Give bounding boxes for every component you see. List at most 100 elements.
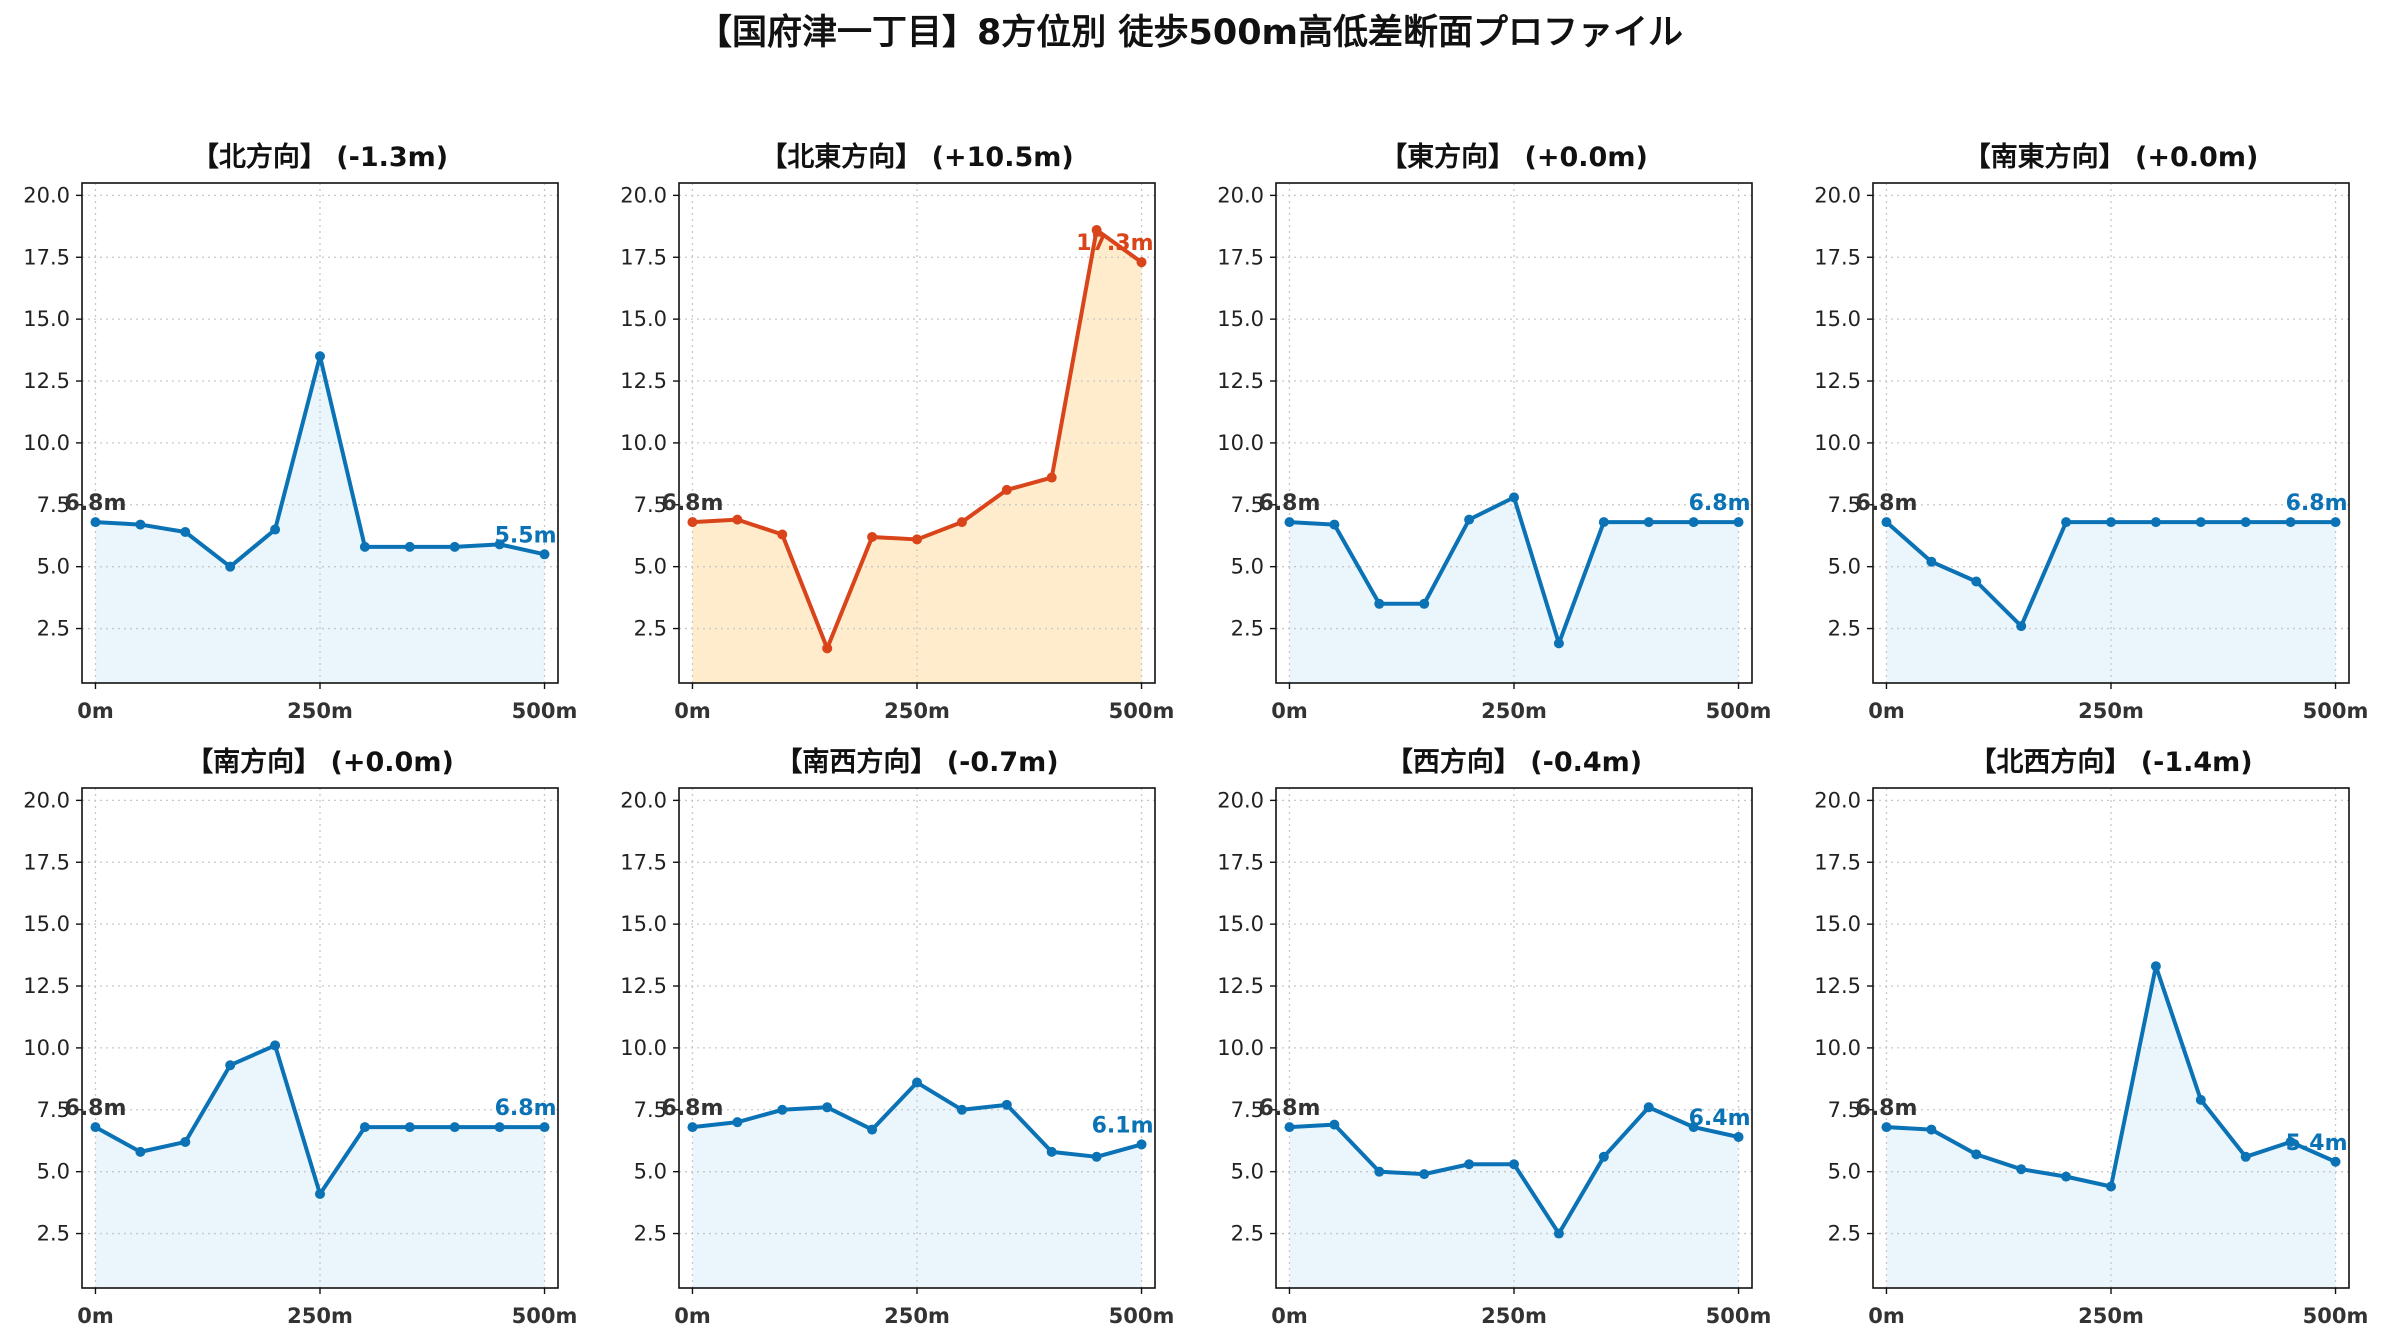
end-elevation-label: 6.8m (1689, 491, 1751, 516)
data-point (822, 1102, 833, 1113)
data-point (225, 561, 236, 572)
data-point (2330, 517, 2341, 528)
data-point (2195, 1094, 2206, 1105)
y-tick-label: 5.0 (1828, 1160, 1861, 1184)
y-tick-label: 12.5 (1814, 974, 1861, 998)
profile-area (1289, 497, 1739, 683)
data-point (1284, 517, 1295, 528)
panel-title: 【北東方向】 (+10.5m) (760, 141, 1073, 173)
x-tick-label: 0m (1271, 699, 1308, 723)
data-point (494, 1122, 505, 1133)
data-point (359, 1122, 370, 1133)
x-tick-label: 500m (2303, 1304, 2369, 1328)
y-tick-label: 20.0 (1217, 183, 1264, 207)
x-tick-label: 500m (1109, 1304, 1175, 1328)
data-point (2285, 1136, 2296, 1147)
y-tick-label: 15.0 (1814, 912, 1861, 936)
x-tick-label: 0m (1868, 1304, 1905, 1328)
panel-title: 【東方向】 (+0.0m) (1380, 141, 1648, 173)
panel-grid: 【北方向】 (-1.3m) 2.5 5.0 7.5 10.0 12.5 15.0 17.5 20… (23, 141, 2368, 1328)
data-point (1001, 1099, 1012, 1110)
y-tick-label: 17.5 (620, 850, 667, 874)
chart-panel-1: 【北方向】 (-1.3m) 2.5 5.0 7.5 10.0 12.5 15.0 17.5 20… (23, 141, 577, 723)
x-tick-label: 0m (77, 1304, 114, 1328)
y-tick-label: 10.0 (23, 431, 70, 455)
data-point (449, 541, 460, 552)
y-tick-label: 20.0 (1217, 788, 1264, 812)
data-point (539, 1122, 550, 1133)
chart-panel-2: 【北東方向】 (+10.5m) 2.5 5.0 7.5 10.0 12.5 15.0 17.5… (620, 141, 1174, 723)
y-tick-label: 7.5 (1828, 493, 1861, 517)
x-tick-label: 250m (1481, 1304, 1547, 1328)
data-point (135, 1146, 146, 1157)
y-tick-label: 2.5 (37, 617, 70, 641)
y-tick-label: 5.0 (1828, 555, 1861, 579)
x-tick-label: 0m (674, 1304, 711, 1328)
data-point (1329, 519, 1340, 530)
y-tick-label: 20.0 (23, 788, 70, 812)
data-point (822, 643, 833, 654)
data-point (777, 529, 788, 540)
x-tick-label: 0m (674, 699, 711, 723)
data-point (1136, 257, 1147, 268)
y-tick-label: 17.5 (1814, 245, 1861, 269)
panel-title: 【南西方向】 (-0.7m) (775, 746, 1058, 778)
data-point (1881, 517, 1892, 528)
x-tick-label: 250m (2078, 1304, 2144, 1328)
x-tick-label: 500m (1706, 699, 1772, 723)
y-tick-label: 2.5 (1231, 1222, 1264, 1246)
data-point (2061, 517, 2072, 528)
data-point (687, 517, 698, 528)
x-tick-label: 500m (1706, 1304, 1772, 1328)
data-point (1926, 1124, 1937, 1135)
y-tick-label: 10.0 (620, 1036, 667, 1060)
y-tick-label: 5.0 (37, 1160, 70, 1184)
data-point (956, 1104, 967, 1115)
y-tick-label: 5.0 (634, 1160, 667, 1184)
data-point (2240, 1151, 2251, 1162)
profile-area (1886, 522, 2336, 683)
y-tick-label: 15.0 (620, 912, 667, 936)
data-point (1553, 1228, 1564, 1239)
y-tick-label: 20.0 (1814, 788, 1861, 812)
data-point (1284, 1122, 1295, 1133)
y-tick-label: 5.0 (634, 555, 667, 579)
y-tick-label: 12.5 (23, 369, 70, 393)
data-point (912, 534, 922, 545)
y-tick-label: 17.5 (23, 245, 70, 269)
y-tick-label: 7.5 (1828, 1098, 1861, 1122)
end-elevation-label: 6.4m (1689, 1106, 1751, 1131)
end-elevation-label: 6.8m (2286, 491, 2348, 516)
data-point (2061, 1171, 2072, 1182)
y-tick-label: 7.5 (634, 1098, 667, 1122)
data-point (1881, 1122, 1892, 1133)
y-tick-label: 5.0 (1231, 1160, 1264, 1184)
data-point (1464, 1159, 1475, 1170)
y-tick-label: 20.0 (1814, 183, 1861, 207)
x-tick-label: 250m (2078, 699, 2144, 723)
data-point (135, 519, 146, 530)
data-point (1374, 598, 1385, 609)
data-point (1733, 517, 1744, 528)
y-tick-label: 7.5 (37, 1098, 70, 1122)
data-point (539, 549, 550, 560)
data-point (1643, 517, 1654, 528)
data-point (732, 1117, 743, 1128)
data-point (1553, 638, 1564, 649)
data-point (777, 1104, 788, 1115)
y-tick-label: 12.5 (23, 974, 70, 998)
data-point (1136, 1139, 1147, 1150)
data-point (1046, 472, 1057, 483)
y-tick-label: 10.0 (1217, 431, 1264, 455)
y-tick-label: 17.5 (1217, 850, 1264, 874)
y-tick-label: 17.5 (1217, 245, 1264, 269)
data-point (1688, 517, 1699, 528)
y-tick-label: 10.0 (1217, 1036, 1264, 1060)
x-tick-label: 500m (512, 699, 578, 723)
y-tick-label: 20.0 (23, 183, 70, 207)
chart-panel-6: 【南西方向】 (-0.7m) 2.5 5.0 7.5 10.0 12.5 15.0 17.5 2… (620, 746, 1174, 1328)
profile-area (1886, 966, 2336, 1288)
y-tick-label: 20.0 (620, 788, 667, 812)
x-tick-label: 500m (2303, 699, 2369, 723)
